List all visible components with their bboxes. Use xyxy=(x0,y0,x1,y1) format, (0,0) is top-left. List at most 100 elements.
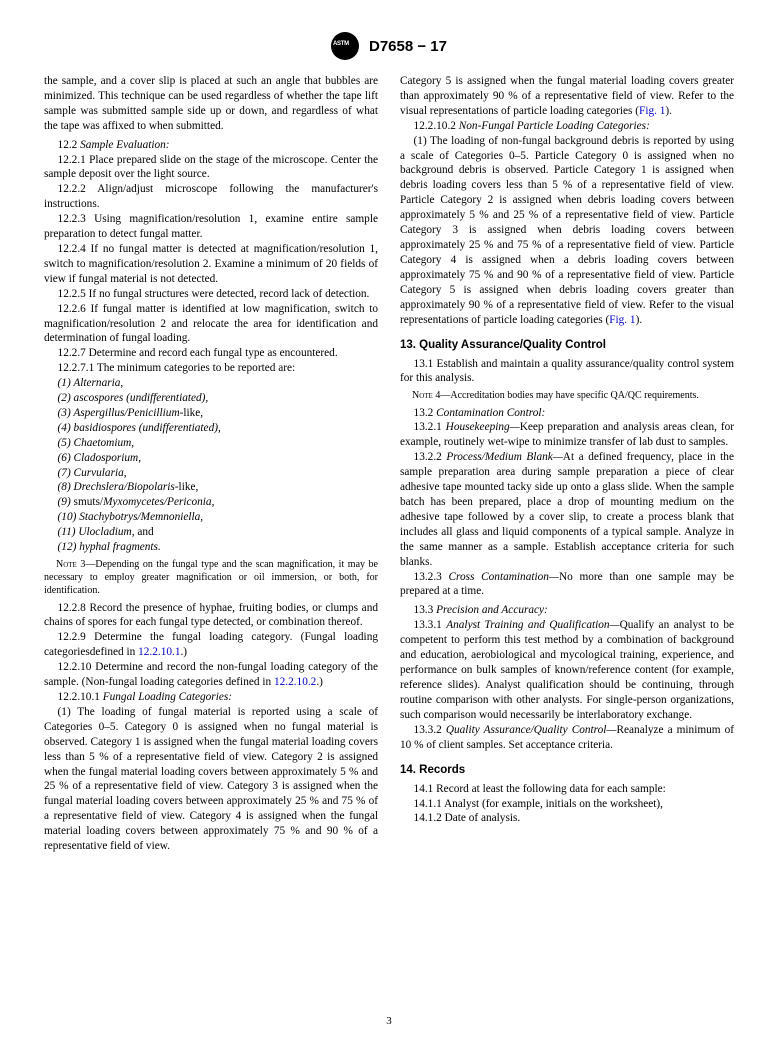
para-14-1-2: 14.1.2 Date of analysis. xyxy=(400,811,734,826)
para-13-2: 13.2 Contamination Control: xyxy=(400,406,734,421)
num-13-2: 13.2 xyxy=(414,407,437,419)
para-13-2-1: 13.2.1 Housekeeping—Keep preparation and… xyxy=(400,420,734,450)
para-nflc-a: (1) The loading of non-fungal background… xyxy=(400,135,734,326)
cat-8-suf: -like, xyxy=(175,481,199,493)
cat-6: (6) Cladosporium, xyxy=(44,451,378,466)
page-number: 3 xyxy=(0,1015,778,1027)
cat-1: (1) Alternaria, xyxy=(44,376,378,391)
num-12-2-10-1: 12.2.10.1 xyxy=(58,691,103,703)
cat-9-txt: Myxomycetes/Periconia xyxy=(103,496,212,508)
cat-3-txt: (3) Aspergillus/Penicillium xyxy=(58,407,180,419)
num-13-2-2: 13.2.2 xyxy=(414,451,447,463)
para-flc-b2: ). xyxy=(665,105,672,117)
para-12-2-10: 12.2.10 Determine and record the non-fun… xyxy=(44,660,378,690)
title-12-2: Sample Evaluation: xyxy=(80,139,169,151)
xref-12-2-10-1: 12.2.10.1 xyxy=(138,646,180,658)
cat-3-suf: -like, xyxy=(180,407,204,419)
para-13-3-1: 13.3.1 Analyst Training and Qualificatio… xyxy=(400,618,734,722)
para-13-2-3: 13.2.3 Cross Contamination—No more than … xyxy=(400,570,734,600)
figref-1a: Fig. 1 xyxy=(639,105,665,117)
title-12-2-10-1: Fungal Loading Categories: xyxy=(103,691,232,703)
cat-8: (8) Drechslera/Biopolaris-like, xyxy=(44,480,378,495)
para-intro: the sample, and a cover slip is placed a… xyxy=(44,74,378,134)
para-12-2-9-c: .) xyxy=(180,646,187,658)
title-12-2-10-2: Non-Fungal Particle Loading Categories: xyxy=(459,120,650,132)
standard-designation: D7658 − 17 xyxy=(369,38,447,55)
num-13-3: 13.3 xyxy=(414,604,437,616)
cat-7: (7) Curvularia, xyxy=(44,466,378,481)
para-12-2: 12.2 Sample Evaluation: xyxy=(44,138,378,153)
num-12-2: 12.2 xyxy=(58,139,81,151)
para-13-2-2: 13.2.2 Process/Medium Blank—At a defined… xyxy=(400,450,734,569)
cat-11-txt: (11) Ulocladium xyxy=(58,526,132,538)
para-12-2-6: 12.2.6 If fungal matter is identified at… xyxy=(44,302,378,347)
num-13-3-1: 13.3.1 xyxy=(414,619,447,631)
note-4: Note 4—Accreditation bodies may have spe… xyxy=(400,389,734,402)
cat-9-num: (9) xyxy=(58,496,74,508)
xref-12-2-10-2: 12.2.10.2 xyxy=(274,676,316,688)
para-14-1-1: 14.1.1 Analyst (for example, initials on… xyxy=(400,797,734,812)
cat-11-suf: , and xyxy=(132,526,154,538)
note-3-label: Note xyxy=(56,559,77,570)
num-13-2-1: 13.2.1 xyxy=(414,421,446,433)
note-4-label: Note xyxy=(412,390,433,401)
cat-9-pre: smuts/ xyxy=(74,496,104,508)
para-12-2-9-a: 12.2.9 Determine the fungal loading cate… xyxy=(44,631,378,658)
cat-9: (9) smuts/Myxomycetes/Periconia, xyxy=(44,495,378,510)
cat-10-txt: (10) Stachybotrys/Memnoniella xyxy=(58,511,201,523)
cat-8-txt: (8) Drechslera/Biopolaris xyxy=(58,481,175,493)
heading-13: 13. Quality Assurance/Quality Control xyxy=(400,338,734,353)
cat-11: (11) Ulocladium, and xyxy=(44,525,378,540)
note-4-text: 4—Accreditation bodies may have specific… xyxy=(433,390,699,401)
para-flc-b: Category 5 is assigned when the fungal m… xyxy=(400,74,734,119)
cat-1-txt: (1) Alternaria xyxy=(58,377,121,389)
note-3: Note 3—Depending on the fungal type and … xyxy=(44,558,378,598)
para-12-2-10-1: 12.2.10.1 Fungal Loading Categories: xyxy=(44,690,378,705)
para-12-2-4: 12.2.4 If no fungal matter is detected a… xyxy=(44,242,378,287)
title-13-3-1: Analyst Training and Qualification— xyxy=(446,619,619,631)
page-header: D7658 − 17 xyxy=(44,32,734,60)
title-13-2-3: Cross Contamination— xyxy=(448,571,558,583)
para-14-1: 14.1 Record at least the following data … xyxy=(400,782,734,797)
text-13-2-2: At a defined frequency, place in the sam… xyxy=(400,451,734,567)
para-12-2-10-a: 12.2.10 Determine and record the non-fun… xyxy=(44,661,378,688)
text-13-3-1: Qualify an analyst to be competent to pe… xyxy=(400,619,734,720)
document-body: the sample, and a cover slip is placed a… xyxy=(44,74,734,854)
title-13-2-1: Housekeeping— xyxy=(446,421,520,433)
para-12-2-7-1: 12.2.7.1 The minimum categories to be re… xyxy=(44,361,378,376)
cat-12-txt: (12) hyphal fragments. xyxy=(58,541,161,553)
heading-14: 14. Records xyxy=(400,763,734,778)
note-3-text: 3—Depending on the fungal type and the s… xyxy=(44,559,378,596)
num-13-3-2: 13.3.2 xyxy=(414,724,446,736)
astm-logo-icon xyxy=(331,32,359,60)
para-12-2-10-2: 12.2.10.2 Non-Fungal Particle Loading Ca… xyxy=(400,119,734,134)
cat-2: (2) ascospores (undifferentiated), xyxy=(44,391,378,406)
para-13-3: 13.3 Precision and Accuracy: xyxy=(400,603,734,618)
num-12-2-10-2: 12.2.10.2 xyxy=(414,120,459,132)
cat-6-txt: (6) Cladosporium xyxy=(58,452,139,464)
para-12-2-2: 12.2.2 Align/adjust microscope following… xyxy=(44,182,378,212)
para-nflc-b: ). xyxy=(636,314,643,326)
cat-2-txt: (2) ascospores (undifferentiated), xyxy=(58,392,209,404)
cat-10: (10) Stachybotrys/Memnoniella, xyxy=(44,510,378,525)
para-flc-b1: Category 5 is assigned when the fungal m… xyxy=(400,75,734,117)
figref-1b: Fig. 1 xyxy=(609,314,635,326)
title-13-3: Precision and Accuracy: xyxy=(436,604,548,616)
para-flc-a: (1) The loading of fungal material is re… xyxy=(44,705,378,854)
title-13-3-2: Quality Assurance/Quality Control— xyxy=(446,724,617,736)
para-12-2-1: 12.2.1 Place prepared slide on the stage… xyxy=(44,153,378,183)
para-12-2-5: 12.2.5 If no fungal structures were dete… xyxy=(44,287,378,302)
cat-4-txt: (4) basidiospores (undifferentiated), xyxy=(58,422,221,434)
title-13-2: Contamination Control: xyxy=(436,407,545,419)
cat-5: (5) Chaetomium, xyxy=(44,436,378,451)
para-12-2-9: 12.2.9 Determine the fungal loading cate… xyxy=(44,630,378,660)
para-nflc: (1) The loading of non-fungal background… xyxy=(400,134,734,328)
cat-12: (12) hyphal fragments. xyxy=(44,540,378,555)
cat-3: (3) Aspergillus/Penicillium-like, xyxy=(44,406,378,421)
para-13-1: 13.1 Establish and maintain a quality as… xyxy=(400,357,734,387)
title-13-2-2: Process/Medium Blank— xyxy=(446,451,562,463)
cat-5-txt: (5) Chaetomium xyxy=(58,437,132,449)
para-12-2-10-c: .) xyxy=(316,676,323,688)
para-12-2-3: 12.2.3 Using magnification/resolution 1,… xyxy=(44,212,378,242)
para-12-2-7: 12.2.7 Determine and record each fungal … xyxy=(44,346,378,361)
